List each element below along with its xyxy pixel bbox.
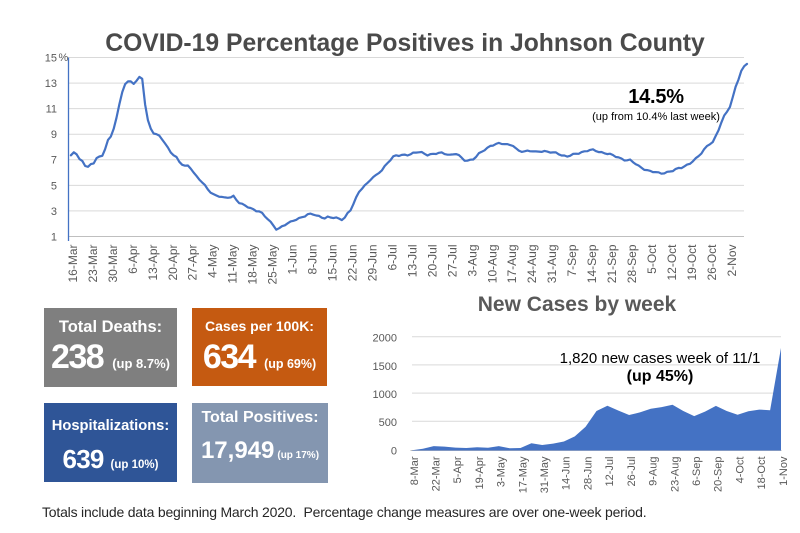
svg-text:25-May: 25-May <box>266 245 280 285</box>
svg-text:10-Aug: 10-Aug <box>485 245 499 284</box>
svg-text:12-Jul: 12-Jul <box>604 457 616 487</box>
svg-text:27-Apr: 27-Apr <box>186 245 200 281</box>
svg-text:18-May: 18-May <box>246 245 260 285</box>
svg-text:31-May: 31-May <box>539 456 551 493</box>
svg-text:15-Jun: 15-Jun <box>326 245 340 282</box>
svg-text:20-Apr: 20-Apr <box>166 245 180 281</box>
svg-text:16-Mar: 16-Mar <box>66 245 80 283</box>
svg-text:3: 3 <box>51 206 57 218</box>
svg-text:26-Jul: 26-Jul <box>626 457 638 487</box>
svg-text:1000: 1000 <box>373 389 397 401</box>
svg-text:1500: 1500 <box>373 361 397 373</box>
svg-text:15: 15 <box>45 52 57 64</box>
svg-text:1-Jun: 1-Jun <box>286 245 300 275</box>
svg-text:23-Aug: 23-Aug <box>669 457 681 492</box>
svg-text:19-Oct: 19-Oct <box>685 244 699 281</box>
svg-text:5: 5 <box>51 180 57 192</box>
svg-text:5-Apr: 5-Apr <box>452 456 464 483</box>
svg-text:3-May: 3-May <box>496 456 508 487</box>
svg-text:13-Jul: 13-Jul <box>405 245 419 278</box>
svg-text:19-Apr: 19-Apr <box>474 456 486 489</box>
svg-text:2000: 2000 <box>373 333 397 345</box>
svg-text:12-Oct: 12-Oct <box>665 244 679 281</box>
svg-text:%: % <box>59 52 69 64</box>
svg-text:4-May: 4-May <box>206 245 220 278</box>
svg-text:1: 1 <box>51 231 57 243</box>
svg-text:30-Mar: 30-Mar <box>106 245 120 283</box>
svg-text:6-Apr: 6-Apr <box>126 244 140 273</box>
svg-text:27-Jul: 27-Jul <box>445 245 459 278</box>
svg-text:7: 7 <box>51 155 57 167</box>
svg-text:8-Mar: 8-Mar <box>409 456 421 485</box>
svg-text:17-May: 17-May <box>517 456 529 493</box>
svg-text:13: 13 <box>45 78 57 90</box>
svg-text:21-Sep: 21-Sep <box>605 244 619 283</box>
svg-text:8-Jun: 8-Jun <box>306 245 320 275</box>
svg-text:11-May: 11-May <box>226 245 240 284</box>
svg-text:500: 500 <box>379 417 397 429</box>
svg-text:24-Aug: 24-Aug <box>525 245 539 284</box>
svg-text:18-Oct: 18-Oct <box>756 457 768 490</box>
svg-text:17-Aug: 17-Aug <box>505 245 519 284</box>
svg-text:31-Aug: 31-Aug <box>545 245 559 284</box>
svg-text:22-Jun: 22-Jun <box>346 245 360 282</box>
svg-text:14-Jun: 14-Jun <box>561 457 573 491</box>
svg-text:0: 0 <box>391 445 397 457</box>
svg-text:7-Sep: 7-Sep <box>565 244 579 276</box>
svg-text:9-Aug: 9-Aug <box>648 457 660 486</box>
svg-text:3-Aug: 3-Aug <box>465 245 479 277</box>
svg-text:29-Jun: 29-Jun <box>365 245 379 282</box>
svg-text:11: 11 <box>46 104 57 116</box>
svg-text:6-Jul: 6-Jul <box>385 245 399 271</box>
svg-text:22-Mar: 22-Mar <box>431 456 443 491</box>
svg-text:28-Sep: 28-Sep <box>625 244 639 283</box>
svg-text:26-Oct: 26-Oct <box>705 244 719 281</box>
svg-text:1-Nov: 1-Nov <box>778 456 790 486</box>
svg-text:20-Jul: 20-Jul <box>425 245 439 278</box>
svg-text:13-Apr: 13-Apr <box>146 245 160 281</box>
svg-text:4-Oct: 4-Oct <box>734 457 746 484</box>
svg-text:6-Sep: 6-Sep <box>691 457 703 486</box>
svg-text:14-Sep: 14-Sep <box>585 244 599 283</box>
svg-text:28-Jun: 28-Jun <box>582 457 594 491</box>
svg-text:20-Sep: 20-Sep <box>713 457 725 492</box>
svg-text:23-Mar: 23-Mar <box>86 245 100 283</box>
svg-text:9: 9 <box>51 129 57 141</box>
svg-text:2-Nov: 2-Nov <box>725 245 739 277</box>
svg-text:5-Oct: 5-Oct <box>645 244 659 274</box>
